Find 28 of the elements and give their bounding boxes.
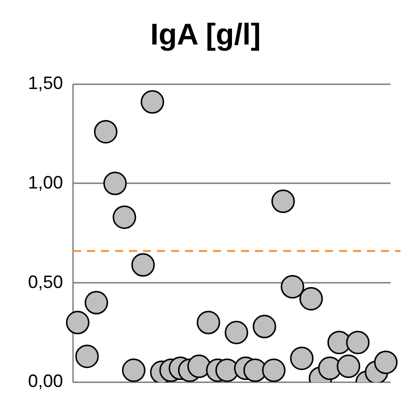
point xyxy=(271,190,295,214)
y-tick-label: 1,00 xyxy=(28,172,64,192)
point xyxy=(131,253,155,277)
point xyxy=(299,286,323,310)
point xyxy=(140,90,164,114)
point xyxy=(196,310,220,334)
point xyxy=(318,356,342,380)
point xyxy=(75,344,99,368)
y-tick-label: 0,50 xyxy=(28,272,64,292)
point xyxy=(94,120,118,144)
point xyxy=(290,346,314,370)
y-tick-label: 1,50 xyxy=(28,72,64,93)
point xyxy=(215,358,239,382)
point xyxy=(84,290,108,314)
point xyxy=(103,172,127,196)
point xyxy=(252,314,276,338)
point xyxy=(262,358,286,382)
point xyxy=(280,275,304,299)
point xyxy=(187,354,211,378)
point xyxy=(224,320,248,344)
y-tick-label: 0,00 xyxy=(28,371,64,392)
point xyxy=(374,350,398,374)
point xyxy=(346,330,370,354)
point xyxy=(122,358,146,382)
point xyxy=(112,205,136,229)
point xyxy=(336,354,360,378)
point xyxy=(66,310,90,334)
chart-title: IgA [g/l] xyxy=(150,18,261,52)
